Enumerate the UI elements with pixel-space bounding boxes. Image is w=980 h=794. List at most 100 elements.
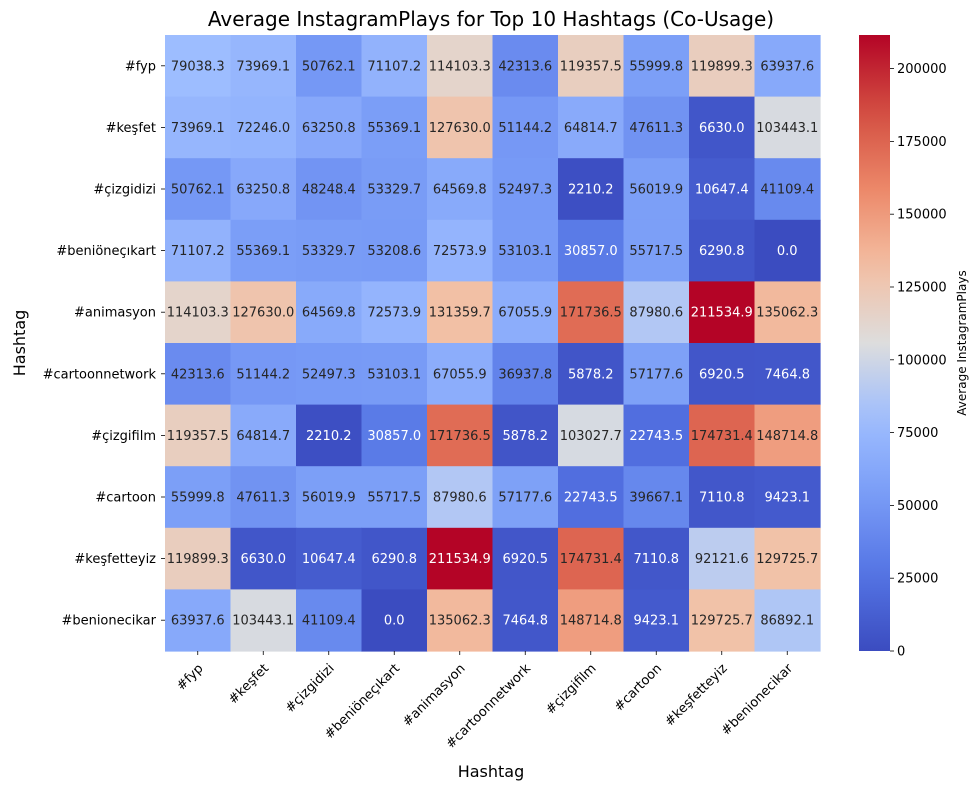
heatmap-cell bbox=[558, 96, 625, 159]
cell-value-label: 7110.8 bbox=[699, 491, 745, 506]
cell-value-label: 56019.9 bbox=[629, 183, 683, 198]
y-tick-label: #animasyon bbox=[74, 306, 156, 321]
cell-value-label: 57177.6 bbox=[498, 491, 552, 506]
cell-value-label: 6920.5 bbox=[503, 552, 549, 567]
heatmap-cell bbox=[427, 219, 494, 282]
cell-value-label: 103443.1 bbox=[232, 614, 294, 629]
x-tick-label: #benionecikar bbox=[719, 661, 797, 739]
cell-value-label: 57177.6 bbox=[629, 367, 683, 382]
y-tick-label: #çizgifilm bbox=[91, 429, 156, 444]
heatmap-cell bbox=[427, 466, 494, 529]
heatmap-cell bbox=[230, 343, 297, 406]
heatmap-cell bbox=[689, 343, 756, 406]
cell-value-label: 5878.2 bbox=[568, 367, 614, 382]
heatmap-cell bbox=[427, 158, 494, 221]
cell-value-label: 72573.9 bbox=[367, 306, 421, 321]
heatmap-cell bbox=[165, 219, 232, 282]
heatmap-cell bbox=[296, 219, 363, 282]
cell-value-label: 2210.2 bbox=[568, 183, 614, 198]
heatmap-cell bbox=[165, 527, 232, 590]
heatmap-cell bbox=[558, 158, 625, 221]
cell-value-label: 211534.9 bbox=[691, 306, 753, 321]
cell-value-label: 119899.3 bbox=[691, 59, 753, 74]
heatmap-cell bbox=[754, 281, 821, 344]
y-tick-label: #fyp bbox=[125, 59, 156, 74]
colorbar-tick-label: 150000 bbox=[897, 208, 947, 223]
heatmap-cell bbox=[230, 158, 297, 221]
heatmap-cell bbox=[558, 281, 625, 344]
heatmap-cell bbox=[165, 35, 232, 98]
heatmap-cell bbox=[361, 466, 428, 529]
cell-value-label: 71107.2 bbox=[367, 59, 421, 74]
heatmap-cell bbox=[623, 158, 690, 221]
y-tick-label: #cartoonnetwork bbox=[43, 367, 157, 382]
cell-value-label: 52497.3 bbox=[302, 367, 356, 382]
colorbar-gradient bbox=[859, 35, 890, 651]
heatmap-cell bbox=[165, 589, 232, 652]
heatmap-cell bbox=[492, 404, 559, 467]
cell-value-label: 53103.1 bbox=[498, 244, 552, 259]
heatmap-cell bbox=[492, 96, 559, 159]
heatmap-cell bbox=[492, 281, 559, 344]
cell-value-label: 129725.7 bbox=[756, 552, 818, 567]
cell-value-label: 48248.4 bbox=[302, 183, 356, 198]
cell-value-label: 55999.8 bbox=[171, 491, 225, 506]
heatmap-cell bbox=[492, 158, 559, 221]
cell-value-label: 211534.9 bbox=[429, 552, 491, 567]
x-tick-label: #animasyon bbox=[400, 661, 469, 730]
x-axis-ticks: #fyp #keşfet #çizgidizi#beniöneçıkart#anim… bbox=[174, 651, 797, 752]
cell-value-label: 129725.7 bbox=[691, 614, 753, 629]
cell-value-label: 64814.7 bbox=[564, 121, 618, 136]
cell-value-label: 6630.0 bbox=[699, 121, 745, 136]
cell-value-label: 36937.8 bbox=[498, 367, 552, 382]
cell-value-label: 0.0 bbox=[384, 614, 405, 629]
cell-value-label: 7464.8 bbox=[503, 614, 549, 629]
cell-value-label: 174731.4 bbox=[691, 429, 753, 444]
cell-value-label: 174731.4 bbox=[560, 552, 622, 567]
cell-value-label: 67055.9 bbox=[498, 306, 552, 321]
heatmap-cell bbox=[623, 404, 690, 467]
heatmap-cell bbox=[296, 96, 363, 159]
x-tick-label: #cartoon bbox=[612, 661, 665, 714]
y-tick-label: #beniöneçıkart bbox=[56, 244, 156, 259]
cell-value-label: 6290.8 bbox=[372, 552, 418, 567]
cell-value-label: 41109.4 bbox=[302, 614, 356, 629]
cell-value-label: 127630.0 bbox=[429, 121, 491, 136]
cell-value-label: 73969.1 bbox=[171, 121, 225, 136]
cell-value-label: 135062.3 bbox=[756, 306, 818, 321]
cell-value-label: 9423.1 bbox=[765, 491, 811, 506]
x-tick-label: #fyp bbox=[174, 661, 207, 694]
heatmap-cell bbox=[558, 35, 625, 98]
heatmap-cell-labels: 79038.3 73969.1 50762.1 71107.2 114103.3 4231… bbox=[167, 59, 819, 628]
heatmap-cell bbox=[296, 281, 363, 344]
heatmap-cell bbox=[361, 96, 428, 159]
cell-value-label: 39667.1 bbox=[629, 491, 683, 506]
cell-value-label: 64569.8 bbox=[433, 183, 487, 198]
cell-value-label: 55717.5 bbox=[629, 244, 683, 259]
heatmap-cell bbox=[754, 404, 821, 467]
cell-value-label: 41109.4 bbox=[760, 183, 814, 198]
cell-value-label: 131359.7 bbox=[429, 306, 491, 321]
heatmap-cell bbox=[165, 158, 232, 221]
heatmap-cell bbox=[296, 404, 363, 467]
heatmap-cell bbox=[296, 35, 363, 98]
cell-value-label: 127630.0 bbox=[232, 306, 294, 321]
cell-value-label: 87980.6 bbox=[629, 306, 683, 321]
heatmap-cell bbox=[623, 343, 690, 406]
cell-value-label: 6630.0 bbox=[241, 552, 287, 567]
cell-value-label: 53103.1 bbox=[367, 367, 421, 382]
cell-value-label: 9423.1 bbox=[634, 614, 680, 629]
heatmap-cell bbox=[492, 527, 559, 590]
cell-value-label: 42313.6 bbox=[171, 367, 225, 382]
cell-value-label: 30857.0 bbox=[367, 429, 421, 444]
y-axis-ticks: #fyp #keşfet #çizgidizi #beniöneçıkart #anim… bbox=[43, 59, 165, 629]
colorbar-tick-label: 0 bbox=[897, 645, 905, 660]
heatmap-cell bbox=[427, 96, 494, 159]
heatmap-cell bbox=[361, 589, 428, 652]
heatmap-cell bbox=[754, 219, 821, 282]
heatmap-cell bbox=[361, 404, 428, 467]
cell-value-label: 6290.8 bbox=[699, 244, 745, 259]
cell-value-label: 47611.3 bbox=[236, 491, 290, 506]
